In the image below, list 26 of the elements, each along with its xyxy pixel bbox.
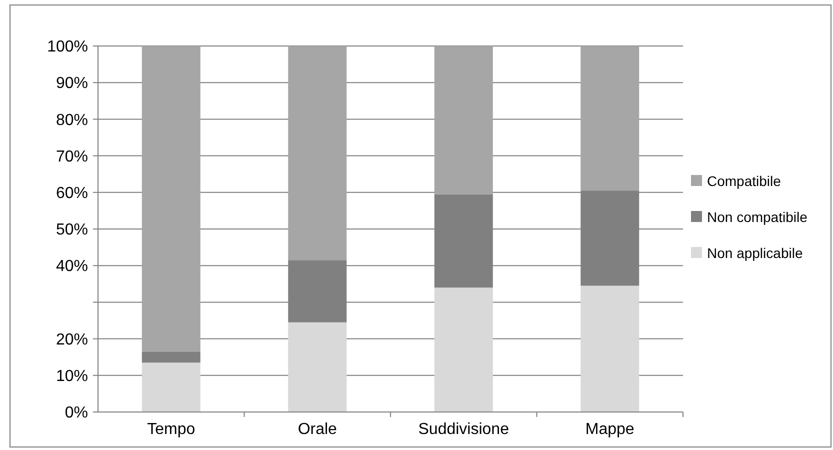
y-tick-label: 60%: [56, 185, 88, 202]
bar: [434, 46, 493, 194]
bar: [288, 322, 347, 412]
bar: [580, 46, 640, 191]
bar: [142, 362, 200, 412]
x-tick-label: Suddivisione: [418, 421, 510, 438]
bar: [288, 46, 347, 260]
legend-label: Non applicabile: [707, 244, 803, 261]
bar: [142, 46, 200, 352]
y-tick-label: 90%: [56, 75, 88, 92]
x-tick-label: Orale: [298, 421, 338, 438]
y-tick-label: 40%: [56, 258, 88, 276]
y-tick-label: 100%: [47, 38, 88, 56]
y-tick-label: 20%: [56, 331, 88, 348]
x-tick-label: Mappe: [585, 421, 634, 438]
x-tick-label: Tempo: [147, 421, 196, 438]
y-tick-label: 50%: [56, 222, 88, 239]
bar: [434, 288, 493, 412]
y-tick-label: 70%: [56, 148, 88, 166]
y-tick-label: 0%: [64, 404, 88, 422]
y-tick-label: 80%: [56, 112, 88, 129]
legend-label: Compatibile: [707, 172, 782, 189]
bar: [142, 352, 200, 363]
legend-label: Non compatibile: [707, 208, 808, 225]
bar: [580, 286, 640, 412]
y-tick-label: 10%: [56, 368, 88, 385]
